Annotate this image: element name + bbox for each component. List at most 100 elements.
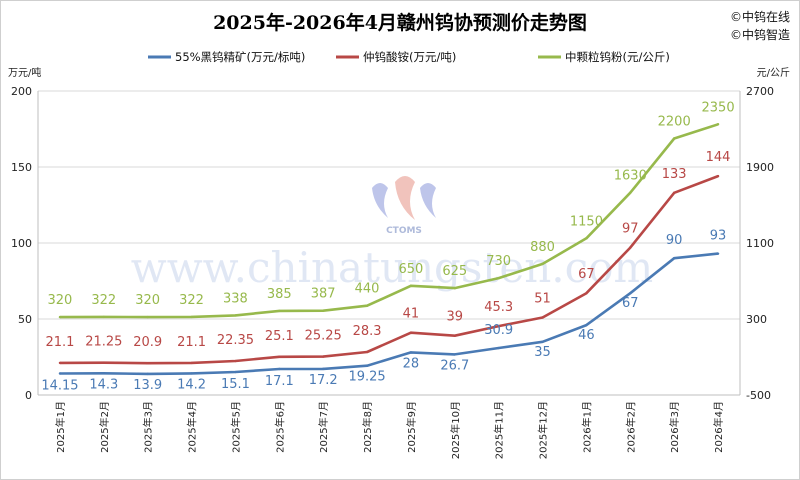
data-point [497,324,500,328]
x-tick-label: 2025年2月 [98,401,111,453]
data-point [278,309,281,313]
right-tick-label: 2700 [746,85,774,98]
data-label: 26.7 [440,358,469,373]
data-label: 15.1 [221,377,250,392]
data-label: 17.2 [309,373,338,388]
chart-title: 2025年-2026年4月赣州钨协预测价走势图 [213,12,587,34]
data-point [585,237,588,240]
data-label: 322 [91,293,116,308]
brand-label-1: ©中钨在线 [729,10,790,24]
data-point [234,370,237,374]
legend-item: 中颗粒钨粉(元/公斤) [538,50,670,64]
data-point [190,372,193,375]
data-point [453,353,457,356]
data-point [278,367,281,371]
x-tick-label: 2025年7月 [317,401,330,453]
x-tick-label: 2025年4月 [186,401,199,453]
data-point [102,361,106,364]
data-label: 67 [578,267,595,282]
data-point [585,291,588,295]
data-point [58,315,62,319]
data-label: 730 [486,254,511,269]
x-tick-label: 2026年2月 [624,401,637,453]
data-point [146,362,149,365]
data-point [497,346,500,350]
data-label: 41 [403,307,420,322]
x-tick-label: 2026年1月 [580,401,593,453]
legend-label: 仲钨酸铵(万元/吨) [363,50,456,64]
x-tick-label: 2025年6月 [273,401,286,453]
data-point [409,351,413,354]
data-point [541,262,544,266]
x-tick-label: 2025年1月 [54,401,67,453]
data-label: 2350 [702,100,735,115]
data-label: 39 [447,310,464,325]
watermark-logo-text: CTOMS [386,226,422,236]
data-point [102,372,106,375]
data-label: 19.25 [348,370,385,385]
data-label: 35 [534,345,551,360]
series-line [59,174,719,365]
data-label: 2200 [658,115,691,130]
data-point [321,309,325,312]
data-point [278,355,281,359]
data-point [146,372,149,376]
data-label: 28 [403,356,420,371]
data-label: 14.3 [89,377,118,392]
data-label: 1630 [614,169,647,184]
data-label: 21.1 [45,335,74,350]
data-label: 22.35 [217,333,254,348]
data-point [672,137,676,140]
data-point [58,361,62,365]
watermark-text: www.chinatungsten.com [131,243,654,292]
data-label: 440 [355,282,380,297]
legend-label: 55%黑钨精矿(万元/标吨) [175,50,305,64]
data-label: 25.1 [265,329,294,344]
data-label: 21.1 [177,335,206,350]
watermark: CTOMS www.chinatungsten.com [131,176,654,292]
data-label: 1150 [570,214,603,229]
data-label: 45.3 [484,300,513,315]
data-point [672,191,676,195]
right-tick-label: 1900 [746,161,774,174]
data-point [146,315,149,319]
data-point [453,286,457,290]
right-tick-label: 1100 [746,237,774,250]
data-point [409,284,413,287]
legend-item: 55%黑钨精矿(万元/标吨) [148,50,305,64]
data-label: 880 [530,240,555,255]
x-tick-label: 2026年3月 [668,401,681,453]
data-label: 338 [223,291,248,306]
data-label: 90 [666,233,683,248]
data-label: 21.25 [85,335,122,350]
data-label: 133 [662,167,687,182]
left-tick-label: 200 [11,85,32,98]
data-label: 144 [706,150,731,165]
data-point [365,364,369,367]
data-point [541,316,544,319]
data-label: 13.9 [133,378,162,393]
left-tick-label: 50 [18,313,32,326]
right-tick-label: -500 [746,389,771,402]
left-tick-label: 100 [11,237,32,250]
data-point [585,323,588,327]
brand-label-2: ©中钨智造 [729,28,790,42]
data-label: 51 [534,291,551,306]
legend-label: 中颗粒钨粉(元/公斤) [565,50,670,64]
data-point [629,246,632,249]
data-label: 387 [311,287,336,302]
data-label: 30.9 [484,323,513,338]
data-point [365,304,369,307]
data-label: 320 [135,293,160,308]
data-point [541,340,544,343]
data-label: 14.2 [177,377,206,392]
data-point [190,315,193,319]
data-point [102,315,106,319]
data-point [629,291,632,295]
data-label: 20.9 [133,335,162,350]
data-point [234,359,237,363]
data-label: 25.25 [305,329,342,344]
data-label: 67 [622,296,639,311]
data-label: 46 [578,328,595,343]
